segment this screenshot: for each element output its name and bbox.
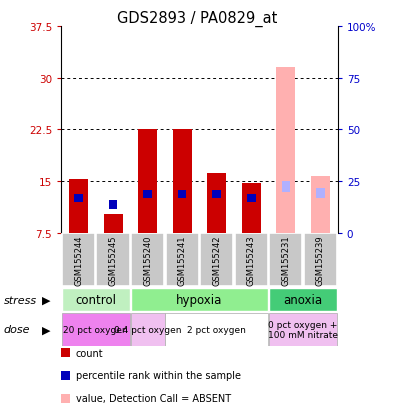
- Bar: [138, 130, 157, 233]
- Bar: [242, 183, 261, 233]
- Bar: [304, 234, 337, 287]
- Text: dose: dose: [4, 325, 30, 335]
- Bar: [103, 215, 122, 233]
- Text: percentile rank within the sample: percentile rank within the sample: [76, 370, 241, 380]
- Bar: [269, 313, 337, 346]
- Text: GSM155239: GSM155239: [316, 235, 325, 285]
- Bar: [166, 234, 199, 287]
- Bar: [178, 191, 186, 199]
- Text: GSM155244: GSM155244: [74, 235, 83, 285]
- Text: GSM155240: GSM155240: [143, 235, 152, 285]
- Text: 0.4 pct oxygen: 0.4 pct oxygen: [114, 325, 181, 334]
- Bar: [276, 68, 295, 233]
- Bar: [173, 130, 192, 233]
- Bar: [74, 194, 83, 202]
- Text: count: count: [76, 348, 103, 358]
- Bar: [282, 182, 290, 192]
- Bar: [316, 189, 325, 199]
- Bar: [131, 234, 164, 287]
- Text: GSM155242: GSM155242: [212, 235, 221, 285]
- Text: value, Detection Call = ABSENT: value, Detection Call = ABSENT: [76, 393, 231, 403]
- Text: control: control: [75, 293, 116, 306]
- Text: anoxia: anoxia: [284, 293, 323, 306]
- Bar: [207, 173, 226, 233]
- Text: hypoxia: hypoxia: [176, 293, 223, 306]
- Bar: [109, 201, 117, 209]
- Bar: [96, 234, 130, 287]
- Text: GSM155243: GSM155243: [247, 235, 256, 285]
- Text: GSM155241: GSM155241: [178, 235, 187, 285]
- Text: stress: stress: [4, 295, 37, 305]
- Bar: [247, 194, 256, 202]
- Text: 2 pct oxygen: 2 pct oxygen: [187, 325, 246, 334]
- Text: GSM155245: GSM155245: [109, 235, 118, 285]
- Bar: [131, 288, 268, 312]
- Text: GDS2893 / PA0829_at: GDS2893 / PA0829_at: [117, 10, 278, 26]
- Text: ▶: ▶: [41, 325, 50, 335]
- Text: 0 pct oxygen +
100 mM nitrate: 0 pct oxygen + 100 mM nitrate: [268, 320, 338, 339]
- Bar: [165, 313, 268, 346]
- Bar: [131, 313, 165, 346]
- Text: GSM155231: GSM155231: [281, 235, 290, 285]
- Bar: [235, 234, 268, 287]
- Bar: [200, 234, 233, 287]
- Bar: [69, 180, 88, 233]
- Bar: [143, 191, 152, 199]
- Text: 20 pct oxygen: 20 pct oxygen: [64, 325, 128, 334]
- Bar: [213, 191, 221, 199]
- Bar: [269, 234, 303, 287]
- Bar: [311, 176, 330, 233]
- Bar: [62, 234, 95, 287]
- Bar: [62, 313, 130, 346]
- Bar: [269, 288, 337, 312]
- Text: ▶: ▶: [41, 295, 50, 305]
- Bar: [62, 288, 130, 312]
